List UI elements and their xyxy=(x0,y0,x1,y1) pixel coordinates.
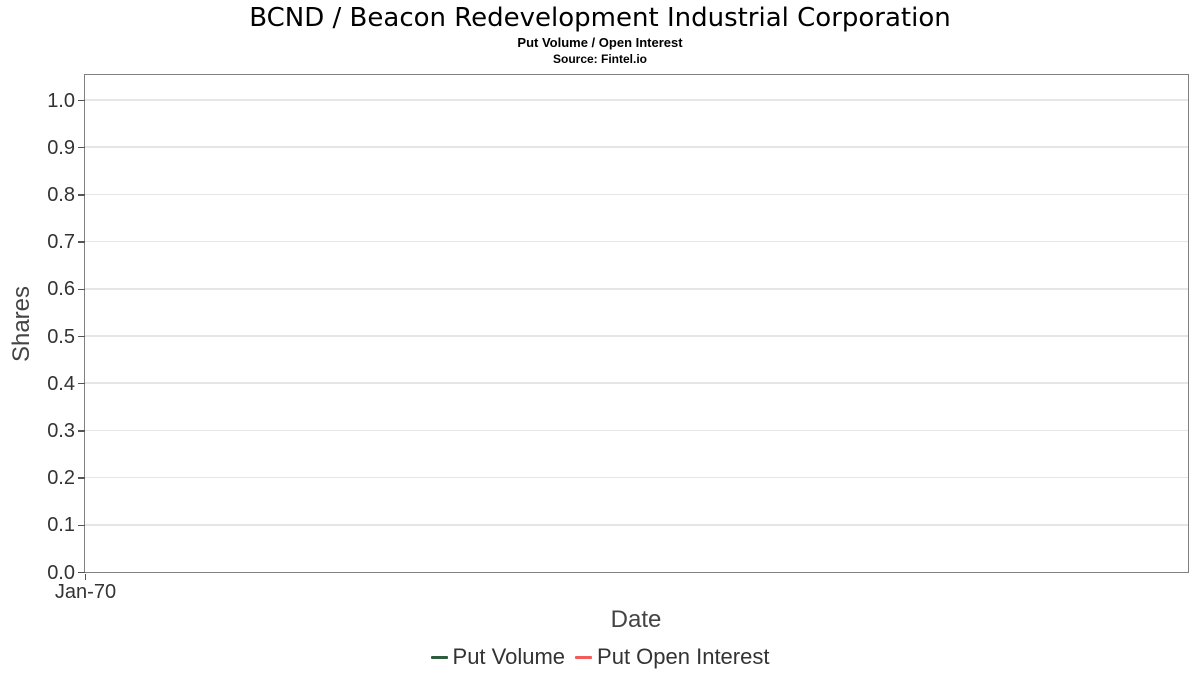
legend: Put Volume Put Open Interest xyxy=(0,644,1200,670)
y-tick-label: 0.1 xyxy=(47,514,75,537)
y-tick-label: 0.9 xyxy=(47,136,75,159)
chart-subtitle: Put Volume / Open Interest xyxy=(517,35,683,50)
y-tick-mark xyxy=(78,146,85,149)
y-gridline xyxy=(85,240,1188,243)
y-gridline xyxy=(85,429,1188,432)
y-tick-mark xyxy=(78,571,85,574)
y-tick-label: 1.0 xyxy=(47,89,75,112)
y-tick-label: 0.4 xyxy=(47,372,75,395)
y-tick-mark xyxy=(78,335,85,338)
y-tick-label: 0.3 xyxy=(47,419,75,442)
legend-item[interactable]: Put Volume xyxy=(430,644,566,670)
y-gridline xyxy=(85,476,1188,479)
y-tick-mark xyxy=(78,477,85,479)
y-tick-label: 0.8 xyxy=(47,183,75,206)
y-tick-mark xyxy=(78,99,85,102)
y-tick-mark xyxy=(78,241,85,243)
y-tick-label: 0.7 xyxy=(47,231,75,254)
legend-line-icon xyxy=(575,655,593,659)
y-gridline xyxy=(85,146,1188,148)
y-gridline xyxy=(85,99,1188,101)
y-gridline xyxy=(85,335,1188,337)
y-tick-mark xyxy=(78,382,85,385)
legend-item[interactable]: Put Open Interest xyxy=(575,644,769,670)
x-tick-label: Jan-70 xyxy=(54,581,117,603)
plot-area xyxy=(84,74,1189,573)
chart-title: BCND / Beacon Redevelopment Industrial C… xyxy=(249,3,951,33)
y-tick-label: 0.6 xyxy=(47,278,75,301)
legend-label: Put Volume xyxy=(452,644,566,669)
x-tick-mark xyxy=(84,574,87,580)
legend-line-icon xyxy=(430,655,448,659)
y-gridline xyxy=(85,193,1188,196)
y-tick-label: 0.2 xyxy=(47,467,75,490)
legend-label: Put Open Interest xyxy=(597,644,770,669)
x-axis-title: Date xyxy=(610,606,662,633)
y-gridline xyxy=(85,382,1188,384)
y-tick-label: 0.5 xyxy=(47,325,75,348)
y-tick-mark xyxy=(78,288,85,291)
chart-source-note: Source: Fintel.io xyxy=(552,52,647,66)
y-gridline xyxy=(85,288,1188,290)
y-tick-mark xyxy=(78,194,85,196)
y-tick-mark xyxy=(78,430,85,432)
y-tick-mark xyxy=(78,524,85,527)
y-gridline xyxy=(85,524,1188,526)
y-tick-label: 0.0 xyxy=(47,561,75,584)
